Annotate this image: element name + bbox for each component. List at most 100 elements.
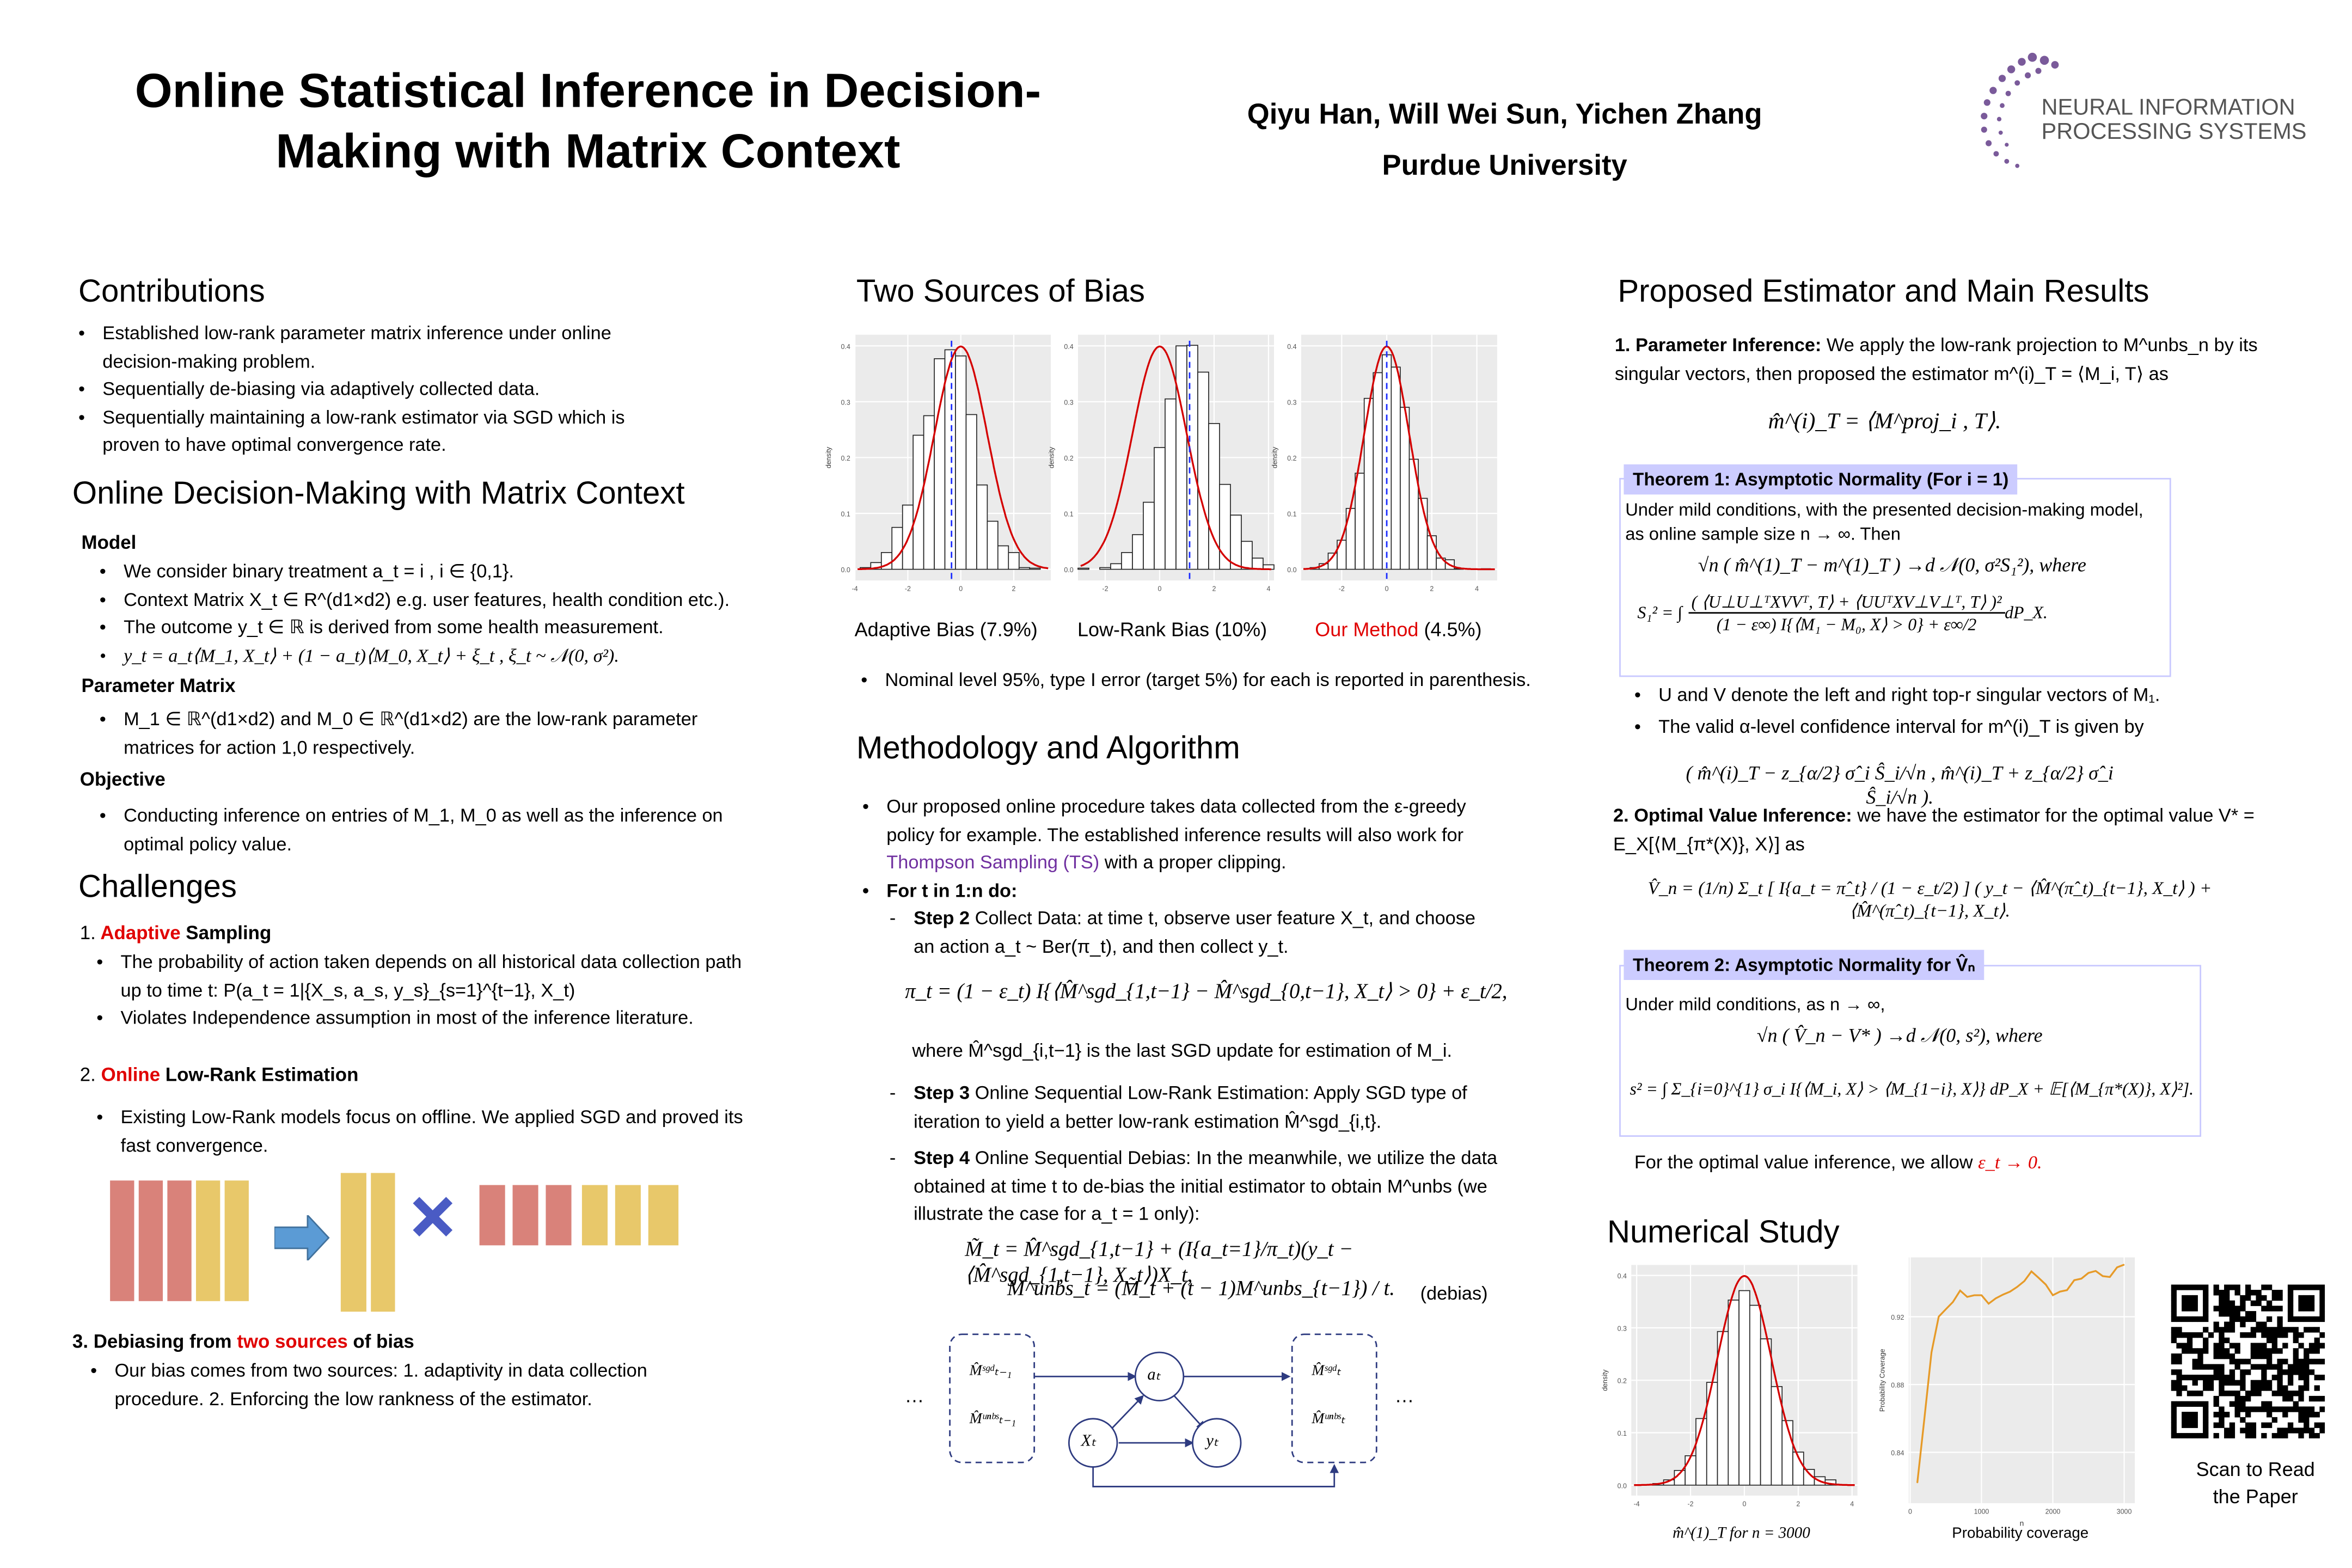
- qr-module: [2192, 1332, 2198, 1338]
- chart-probability-coverage: 0.84 0.88 0.92 0 1000 2000 3000 Probability Cov…: [1879, 1257, 2135, 1527]
- step-4: Step 4 Online Sequential Debias: In the …: [890, 1144, 1500, 1228]
- histogram-bar: [912, 434, 924, 570]
- qr-module: [2304, 1284, 2310, 1290]
- methodology-list: Our proposed online procedure takes data…: [862, 793, 1496, 905]
- qr-module: [2208, 1364, 2214, 1370]
- challenge-1-item: The probability of action taken depends …: [96, 948, 759, 1004]
- histogram-bar: [1760, 1338, 1772, 1486]
- qr-module: [2250, 1300, 2257, 1306]
- affiliation: Purdue University: [1382, 150, 1627, 183]
- qr-module: [2240, 1316, 2246, 1322]
- qr-module: [2282, 1358, 2288, 1365]
- qr-module: [2197, 1358, 2203, 1365]
- coverage-point: [1945, 1308, 1946, 1310]
- qr-module: [2314, 1337, 2320, 1344]
- coverage-point: [2038, 1277, 2039, 1278]
- histogram-bar: [1252, 558, 1264, 570]
- qr-module: [2224, 1374, 2230, 1381]
- qr-module: [2234, 1401, 2240, 1407]
- challenge-3-list: Our bias comes from two sources: 1. adap…: [90, 1357, 694, 1413]
- qr-module: [2192, 1433, 2198, 1438]
- qr-module: [2240, 1380, 2246, 1386]
- qr-module: [2186, 1433, 2193, 1438]
- qr-module: [2203, 1364, 2209, 1370]
- qr-module: [2298, 1385, 2304, 1391]
- qr-module: [2277, 1364, 2283, 1370]
- x-tick-label: -2: [905, 585, 911, 593]
- qr-module: [2261, 1380, 2267, 1386]
- qr-module: [2256, 1391, 2262, 1396]
- qr-module: [2224, 1391, 2230, 1396]
- qr-module: [2245, 1433, 2251, 1438]
- step-4-text: Online Sequential Debias: In the meanwhi…: [914, 1147, 1498, 1225]
- histogram-bar: [1029, 567, 1041, 570]
- theorem-1-equation: √n ( m̂^(1)_T − m^(1)_T ) →d 𝒩(0, σ²S₁²)…: [1698, 553, 2086, 576]
- qr-module: [2171, 1295, 2177, 1301]
- qr-module: [2266, 1300, 2273, 1306]
- qr-module: [2256, 1343, 2262, 1349]
- qr-module: [2293, 1332, 2299, 1338]
- qr-module: [2203, 1385, 2209, 1391]
- qr-module: [2171, 1327, 2177, 1333]
- policy-equation: π_t = (1 − ε_t) I{⟨M̂^sgd_{1,t−1} − M̂^s…: [905, 981, 1508, 1004]
- qr-module: [2176, 1353, 2182, 1359]
- qr-module: [2229, 1306, 2235, 1312]
- x-tick-label: 0: [1158, 585, 1162, 593]
- qr-module: [2234, 1380, 2240, 1386]
- theorem-1-notes: U and V denote the left and right top-r …: [1634, 682, 2328, 741]
- qr-module: [2266, 1332, 2273, 1338]
- qr-module: [2271, 1374, 2278, 1381]
- qr-module: [2304, 1380, 2310, 1386]
- objective-label: Objective: [79, 769, 166, 791]
- histogram-bar: [1143, 501, 1155, 570]
- challenge-2-rest: Low-Rank Estimation: [165, 1064, 359, 1086]
- histogram-bar: [1373, 372, 1383, 570]
- qr-module: [2319, 1311, 2325, 1317]
- neurips-logo: NEURAL INFORMATION PROCESSING SYSTEMS: [1972, 45, 2334, 196]
- qr-module: [2298, 1374, 2304, 1381]
- qr-module: [2314, 1412, 2320, 1418]
- qr-module: [2298, 1364, 2304, 1370]
- coverage-line: [1916, 1264, 2125, 1483]
- qr-module: [2245, 1290, 2251, 1296]
- qr-module: [2213, 1306, 2219, 1312]
- s1-denominator: (1 − ε∞) I{⟨M₁ − M₀, X⟩ > 0} + ε∞/2: [1716, 616, 1977, 635]
- histogram-bar: [1154, 447, 1166, 570]
- qr-module: [2293, 1391, 2299, 1396]
- qr-module: [2192, 1412, 2198, 1418]
- qr-module: [2224, 1353, 2230, 1359]
- qr-module: [2319, 1395, 2325, 1402]
- qr-module: [2234, 1391, 2240, 1396]
- contributions-list: Established low-rank parameter matrix in…: [78, 320, 651, 460]
- qr-module: [2314, 1343, 2320, 1349]
- qr-module: [2213, 1348, 2219, 1354]
- qr-module: [2250, 1327, 2257, 1333]
- step-2-label: Step 2: [914, 908, 970, 929]
- challenge-3-pre: 3. Debiasing from: [72, 1331, 232, 1352]
- x-tick-label: 3000: [2117, 1508, 2132, 1515]
- qr-module: [2182, 1422, 2188, 1428]
- challenge-2-title: 2. Online Low-Rank Estimation: [80, 1064, 359, 1086]
- node-action: [1134, 1351, 1185, 1401]
- qr-module: [2182, 1433, 2188, 1438]
- s2-equation: s² = ∫ Σ_{i=0}^{1} σ_i I{⟨M_i, X⟩ > ⟨M_{…: [1630, 1081, 2194, 1099]
- qr-module: [2314, 1358, 2320, 1365]
- node-context-label: Xₜ: [1081, 1432, 1097, 1450]
- y-axis-label: density: [825, 446, 832, 468]
- qr-module: [2277, 1348, 2283, 1354]
- qr-module: [2256, 1348, 2262, 1354]
- qr-module: [2224, 1311, 2230, 1317]
- qr-module: [2192, 1300, 2198, 1306]
- qr-caption-line-2: the Paper: [2213, 1485, 2298, 1508]
- qr-module: [2293, 1364, 2299, 1370]
- qr-module: [2319, 1343, 2325, 1349]
- qr-module: [2271, 1391, 2278, 1396]
- normal-density-curve: [1080, 345, 1271, 571]
- qr-code[interactable]: [2171, 1284, 2325, 1438]
- qr-module: [2229, 1327, 2235, 1333]
- qr-module: [2203, 1306, 2209, 1312]
- qr-module: [2308, 1358, 2315, 1365]
- qr-module: [2277, 1385, 2283, 1391]
- qr-module: [2182, 1374, 2188, 1381]
- qr-module: [2256, 1353, 2262, 1359]
